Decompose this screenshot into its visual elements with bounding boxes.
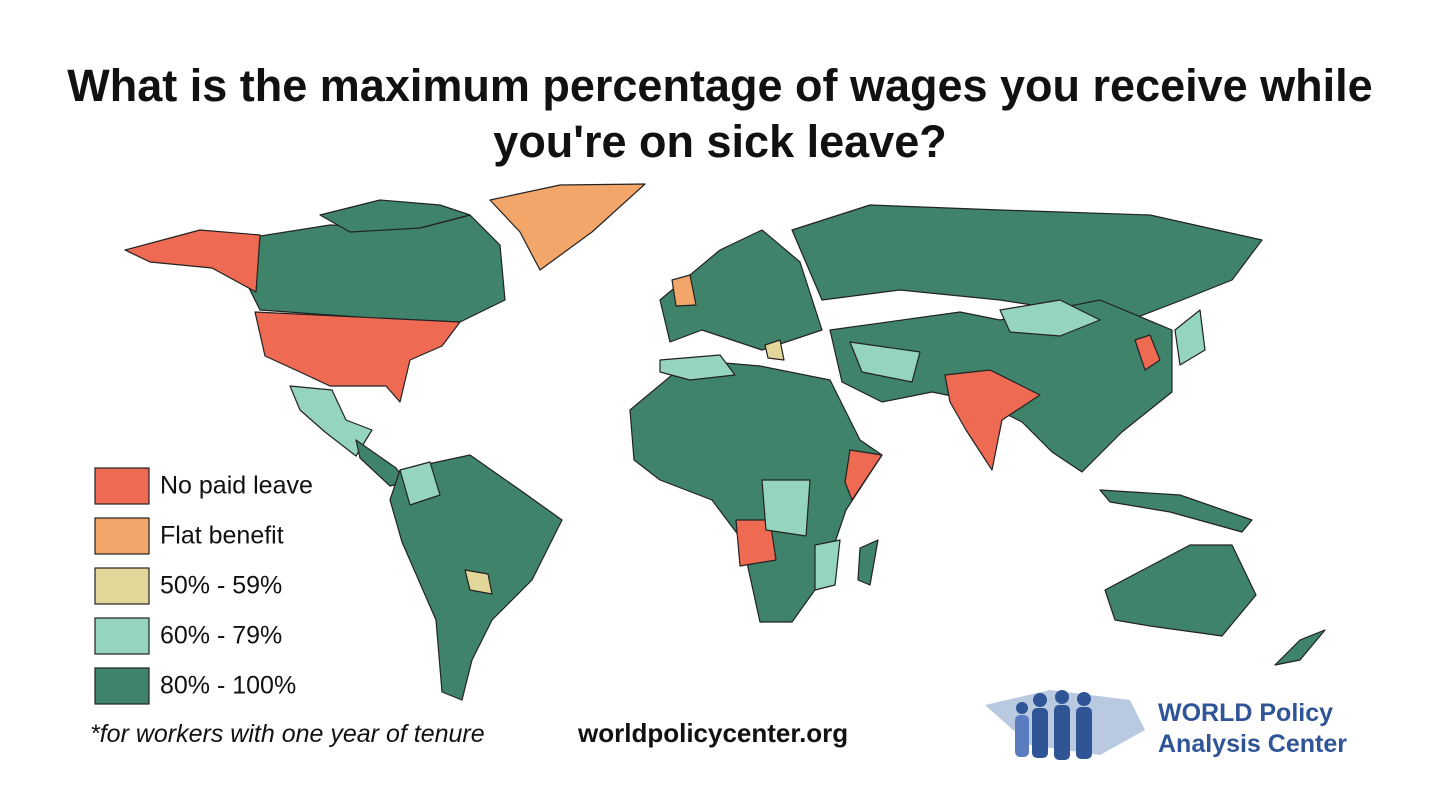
footnote: *for workers with one year of tenure (90, 720, 485, 748)
legend-label: 80% - 100% (160, 672, 296, 700)
country-shape (629, 359, 883, 623)
country-shape (1274, 629, 1326, 666)
country-shape (1099, 489, 1253, 533)
country-shape (319, 199, 471, 233)
logo-text: WORLD Policy Analysis Center (1158, 698, 1347, 760)
country-shape (814, 539, 841, 591)
website: worldpolicycenter.org (578, 718, 849, 748)
country-shape (671, 274, 697, 307)
country-shape (844, 449, 883, 501)
country-shape (1104, 544, 1257, 637)
legend-swatch (94, 467, 150, 505)
legend-label: Flat benefit (160, 522, 284, 550)
country-shape (289, 385, 373, 457)
legend-swatch (94, 517, 150, 555)
legend-swatch (94, 667, 150, 705)
title: What is the maximum percentage of wages … (67, 60, 1373, 167)
logo-mark (985, 690, 1145, 760)
country-shape (489, 183, 646, 271)
country-shape (764, 339, 785, 361)
country-shape (659, 354, 736, 381)
country-shape (124, 229, 261, 293)
legend-label: 50% - 59% (160, 572, 282, 600)
country-shape (944, 369, 1041, 471)
country-shape (254, 311, 461, 403)
legend-label: No paid leave (160, 472, 313, 500)
country-shape (857, 539, 879, 586)
logo-line: WORLD Policy (1158, 699, 1334, 727)
legend-swatch (94, 567, 150, 605)
country-shape (761, 479, 811, 537)
logo-line: Analysis Center (1158, 730, 1347, 758)
country-shape (464, 569, 493, 595)
world-map (124, 183, 1326, 701)
legend-swatch (94, 617, 150, 655)
country-shape (999, 299, 1101, 337)
country-shape (791, 204, 1263, 321)
country-shape (1174, 309, 1206, 366)
country-shape (399, 461, 441, 506)
country-shape (1134, 334, 1161, 371)
country-shape (849, 341, 921, 383)
country-shape (735, 519, 777, 567)
legend-label: 60% - 79% (160, 622, 282, 650)
country-shape (659, 229, 823, 351)
